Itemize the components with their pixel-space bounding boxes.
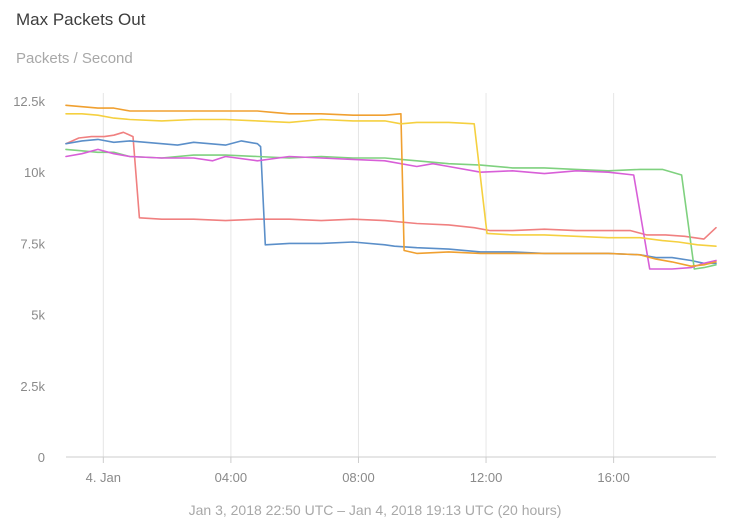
axes: 4. Jan 04:00 08:00 12:00 16:00 0 2.5k 5k 7.5k 10k…: [13, 94, 716, 485]
series-line-3: [65, 148, 717, 270]
time-range-label: Jan 3, 2018 22:50 UTC – Jan 4, 2018 19:1…: [188, 502, 562, 518]
y-tick-label-0: 0: [38, 450, 45, 465]
y-tick-label-2: 5k: [31, 308, 45, 323]
y-tick-label-3: 7.5k: [20, 236, 45, 251]
series-group: [65, 104, 717, 270]
chart-title: Max Packets Out: [16, 10, 146, 29]
series-line-4: [65, 104, 717, 267]
x-tick-label-4: 16:00: [597, 470, 630, 485]
y-tick-label-4: 10k: [24, 165, 45, 180]
chart-subtitle: Packets / Second: [16, 50, 133, 67]
y-tick-label-5: 12.5k: [13, 94, 45, 109]
x-tick-label-3: 12:00: [470, 470, 503, 485]
x-tick-label-2: 08:00: [342, 470, 375, 485]
x-tick-label-1: 04:00: [215, 470, 248, 485]
series-line-2: [65, 148, 717, 270]
series-line-5: [65, 113, 717, 247]
x-tick-label-0: 4. Jan: [86, 470, 121, 485]
series-line-0: [65, 131, 717, 240]
y-tick-label-1: 2.5k: [20, 379, 45, 394]
grid: [102, 93, 615, 457]
